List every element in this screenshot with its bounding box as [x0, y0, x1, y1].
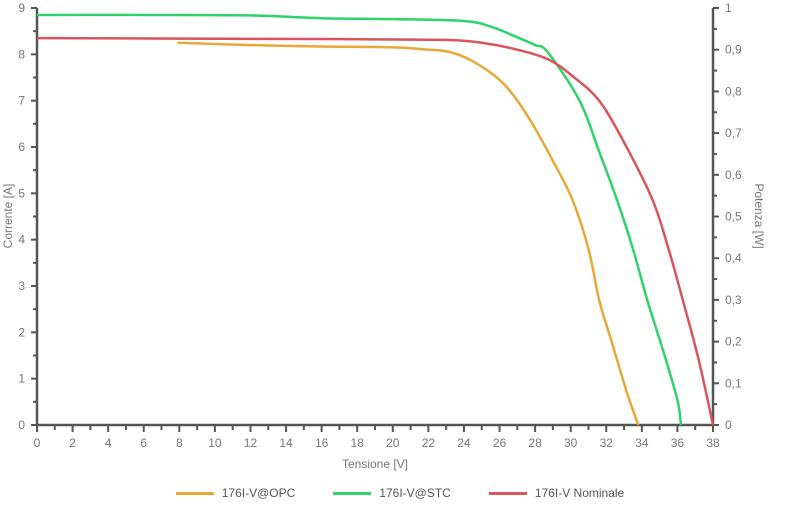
legend-label: 176I-V@STC [379, 486, 451, 500]
series-line-1 [36, 13, 683, 426]
x-tick-label: 6 [140, 436, 147, 450]
y-tick-label: 1 [18, 372, 25, 386]
x-tick-label: 10 [208, 436, 222, 450]
x-tick-label: 36 [671, 436, 685, 450]
y2-tick-label: 0,9 [725, 43, 742, 57]
legend-swatch [175, 491, 214, 495]
y-tick-label: 3 [18, 279, 25, 293]
y-tick-label: 9 [18, 1, 25, 15]
x-axis-label: Tensione [V] [342, 457, 408, 471]
y2-tick-label: 0,1 [725, 376, 742, 390]
series-line-0 [177, 41, 640, 426]
y-tick-label: 0 [18, 418, 25, 432]
legend-item-opc[interactable]: 176I-V@OPC [175, 486, 296, 500]
y2-tick-label: 0,6 [725, 168, 742, 182]
x-tick-label: 16 [315, 436, 329, 450]
x-tick-label: 32 [600, 436, 614, 450]
y-axis-label: Corrente [A] [1, 184, 15, 249]
x-tick-label: 28 [528, 436, 542, 450]
x-tick-label: 14 [279, 436, 293, 450]
legend-swatch [488, 491, 527, 495]
x-tick-label: 20 [386, 436, 400, 450]
legend-item-stc[interactable]: 176I-V@STC [333, 486, 451, 500]
y2-tick-label: 0,3 [725, 293, 742, 307]
y-tick-label: 6 [18, 140, 25, 154]
y-tick-label: 8 [18, 47, 25, 61]
y2-tick-label: 0,5 [725, 210, 742, 224]
y-tick-label: 4 [18, 233, 25, 247]
legend-item-nominale[interactable]: 176I-V Nominale [488, 486, 625, 500]
y2-tick-label: 1 [725, 1, 732, 15]
x-tick-label: 12 [244, 436, 258, 450]
legend-swatch [333, 491, 372, 495]
x-tick-label: 24 [457, 436, 471, 450]
y2-tick-label: 0,7 [725, 126, 742, 140]
legend-label: 176I-V Nominale [534, 486, 625, 500]
y-tick-label: 2 [18, 325, 25, 339]
y2-tick-label: 0,2 [725, 335, 742, 349]
x-tick-label: 34 [635, 436, 649, 450]
x-tick-label: 4 [105, 436, 112, 450]
x-tick-label: 38 [706, 436, 720, 450]
series-line-2 [36, 36, 715, 426]
y-tick-label: 5 [18, 186, 25, 200]
x-tick-label: 26 [493, 436, 507, 450]
x-tick-label: 30 [564, 436, 578, 450]
y2-axis-label: Potenza [W] [752, 183, 766, 248]
legend-label: 176I-V@OPC [221, 486, 296, 500]
y-tick-label: 7 [18, 94, 25, 108]
x-tick-label: 2 [69, 436, 76, 450]
x-tick-label: 18 [351, 436, 365, 450]
legend: 176I-V@OPC 176I-V@STC 176I-V Nominale [0, 486, 800, 500]
x-tick-label: 22 [422, 436, 436, 450]
x-tick-label: 8 [176, 436, 183, 450]
y2-tick-label: 0 [725, 418, 732, 432]
y2-tick-label: 0,8 [725, 84, 742, 98]
y2-tick-label: 0,4 [725, 251, 742, 265]
x-tick-label: 0 [34, 436, 41, 450]
